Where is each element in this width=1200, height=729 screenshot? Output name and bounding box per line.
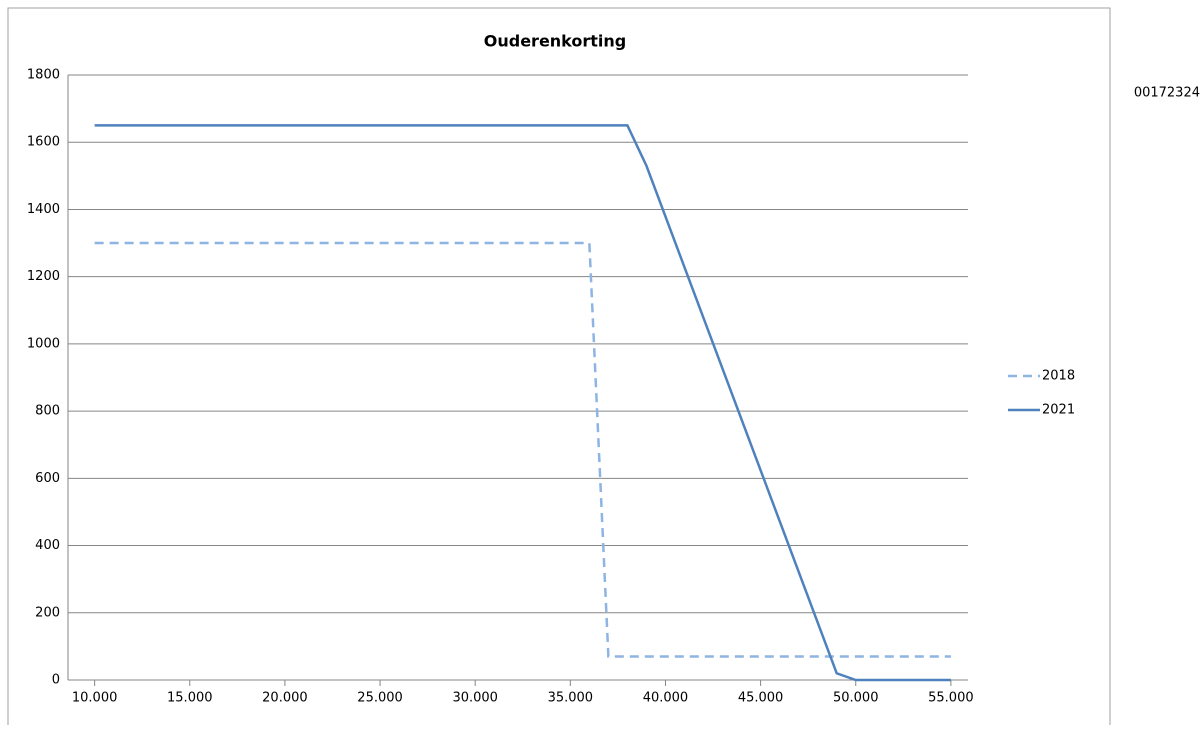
y-tick-label: 0 [52, 673, 60, 688]
x-tick-label: 50.000 [833, 691, 879, 706]
series-line [94, 124, 951, 682]
y-tick-label: 600 [35, 471, 60, 486]
legend-label: 2018 [1042, 369, 1075, 384]
x-tick-label: 45.000 [738, 691, 784, 706]
x-tick-label: 35.000 [548, 691, 594, 706]
y-tick-label: 1800 [27, 68, 60, 83]
y-tick-label: 1200 [27, 269, 60, 284]
y-tick-label: 1400 [27, 202, 60, 217]
x-tick-label: 25.000 [357, 691, 403, 706]
chart-frame [7, 7, 1111, 729]
cropped-text: 00172324 [1134, 86, 1200, 101]
x-tick-label: 55.000 [928, 691, 974, 706]
y-tick-label: 1000 [27, 336, 60, 351]
y-tick-label: 1600 [27, 135, 60, 150]
x-tick-label: 40.000 [643, 691, 689, 706]
y-tick-label: 200 [35, 605, 60, 620]
x-tick-label: 30.000 [452, 691, 498, 706]
x-tick-label: 10.000 [72, 691, 118, 706]
x-tick-label: 20.000 [262, 691, 308, 706]
legend-label: 2021 [1042, 403, 1075, 418]
chart-title: Ouderenkorting [484, 32, 627, 51]
x-tick-label: 15.000 [167, 691, 213, 706]
y-tick-label: 800 [35, 404, 60, 419]
series-line [94, 241, 951, 658]
y-tick-label: 400 [35, 538, 60, 553]
